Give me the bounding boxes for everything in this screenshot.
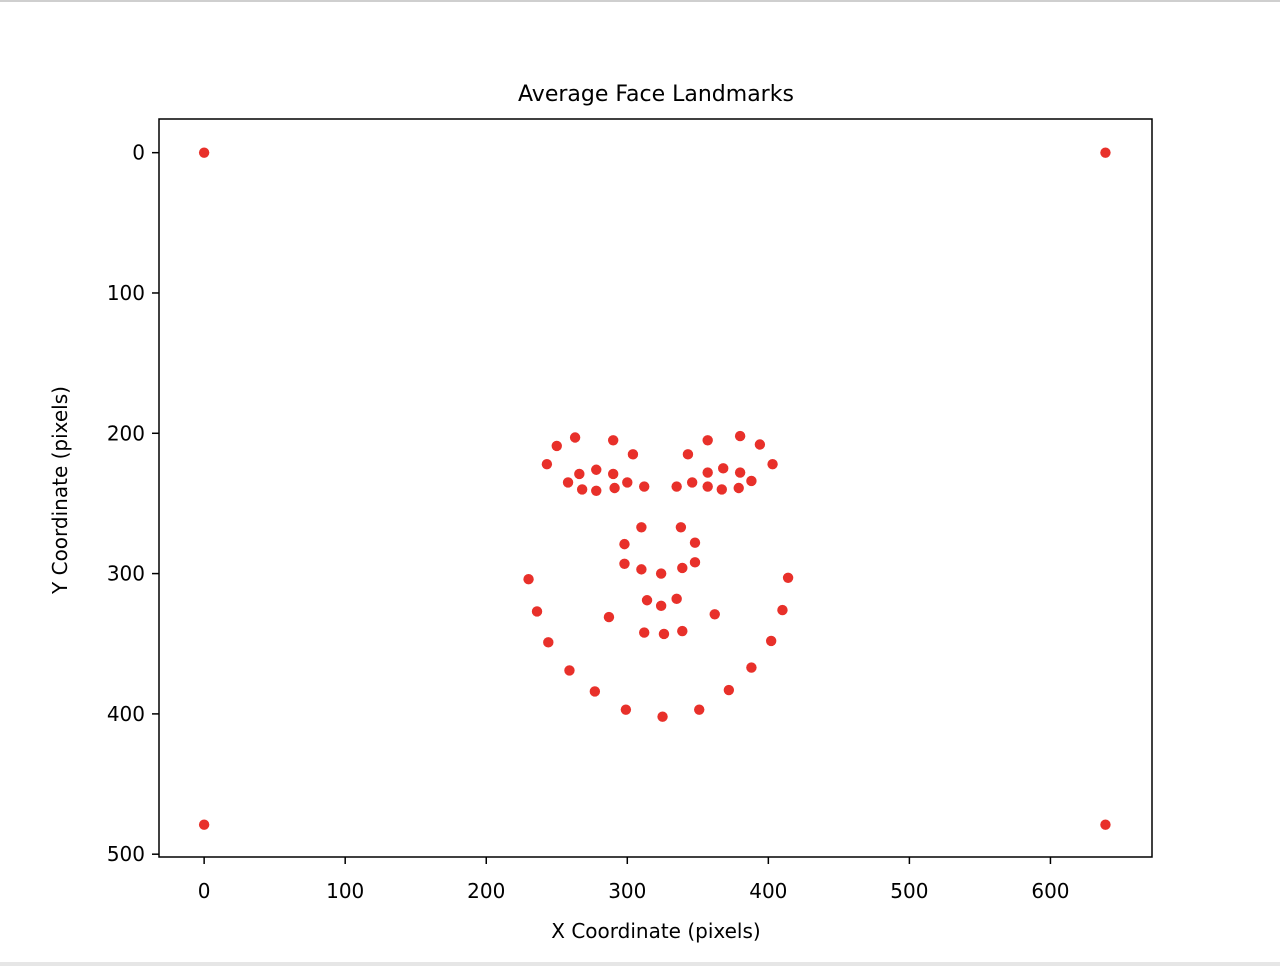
- landmark-point: [603, 611, 615, 623]
- landmark-point: [655, 600, 667, 612]
- landmark-point: [198, 147, 210, 158]
- landmark-point: [609, 482, 620, 494]
- landmark-point: [607, 435, 619, 446]
- landmark-point: [658, 628, 670, 640]
- landmark-point: [682, 449, 694, 460]
- y-tick-label: 0: [132, 141, 145, 165]
- landmark-point: [754, 439, 766, 450]
- landmark-point: [551, 440, 562, 452]
- landmark-point: [1100, 819, 1111, 830]
- landmark-point: [694, 704, 705, 715]
- x-tick-label: 300: [608, 879, 646, 903]
- landmark-point: [523, 573, 534, 585]
- y-tick-label: 500: [107, 842, 145, 866]
- x-tick-label: 100: [326, 879, 364, 903]
- landmark-point: [689, 557, 701, 568]
- landmark-point: [541, 458, 553, 470]
- landmark-point: [619, 558, 630, 569]
- landmark-point: [671, 481, 682, 492]
- landmark-point: [734, 467, 746, 478]
- y-tick-label: 200: [107, 421, 145, 445]
- landmark-point: [636, 564, 647, 575]
- x-axis-ticks: 0 100 200 300 400 500 600: [198, 857, 1070, 903]
- landmark-point: [689, 537, 701, 548]
- landmark-point: [671, 593, 682, 605]
- landmark-point: [746, 475, 757, 487]
- landmark-point: [675, 522, 687, 533]
- landmark-point: [543, 637, 554, 648]
- landmark-point: [702, 481, 713, 492]
- x-tick-label: 500: [890, 879, 928, 903]
- landmark-point: [564, 665, 575, 676]
- landmark-point: [782, 572, 794, 583]
- landmark-point: [619, 538, 630, 550]
- chart-title: Average Face Landmarks: [518, 82, 794, 107]
- y-axis-ticks: 0 100 200 300 400 500: [107, 141, 159, 866]
- landmark-point: [591, 485, 602, 497]
- plot-area-frame: [158, 118, 1153, 858]
- landmark-point: [627, 449, 639, 460]
- landmark-point: [686, 477, 698, 488]
- x-tick-label: 600: [1031, 879, 1069, 903]
- x-tick-label: 400: [749, 879, 787, 903]
- landmark-point: [702, 467, 713, 478]
- landmark-point: [639, 481, 650, 492]
- y-tick-label: 400: [107, 702, 145, 726]
- landmark-point: [746, 662, 757, 673]
- landmark-point: [765, 635, 777, 647]
- landmark-point: [702, 435, 713, 446]
- landmark-point: [620, 704, 632, 715]
- landmark-point: [589, 686, 601, 697]
- landmark-point: [777, 604, 788, 616]
- landmark-point: [639, 627, 650, 638]
- landmark-point: [657, 711, 668, 722]
- x-tick-label: 0: [198, 879, 211, 903]
- landmark-point: [198, 819, 210, 830]
- y-tick-label: 100: [107, 281, 145, 305]
- landmark-point: [709, 609, 720, 620]
- landmark-point: [767, 458, 778, 470]
- scatter-points: [198, 147, 1111, 830]
- landmark-point: [622, 477, 633, 488]
- landmark-point: [636, 522, 647, 533]
- landmark-point: [574, 468, 585, 480]
- y-axis-label: Y Coordinate (pixels): [48, 386, 72, 595]
- landmark-point: [677, 625, 688, 637]
- landmark-point: [531, 606, 543, 617]
- landmark-point: [569, 432, 581, 443]
- landmark-point: [607, 468, 619, 480]
- landmark-point: [591, 464, 602, 475]
- landmark-point: [655, 568, 667, 579]
- landmark-point: [562, 477, 574, 488]
- landmark-point: [733, 482, 744, 494]
- landmark-point: [576, 484, 588, 495]
- landmark-point: [677, 562, 688, 574]
- landmark-point: [734, 430, 746, 442]
- x-axis-label: X Coordinate (pixels): [551, 919, 760, 943]
- landmark-point: [1100, 147, 1111, 158]
- landmark-point: [718, 463, 729, 474]
- landmark-point: [723, 684, 735, 696]
- x-tick-label: 200: [467, 879, 505, 903]
- y-tick-label: 300: [107, 562, 145, 586]
- landmark-point: [641, 595, 653, 606]
- landmark-point: [716, 484, 727, 495]
